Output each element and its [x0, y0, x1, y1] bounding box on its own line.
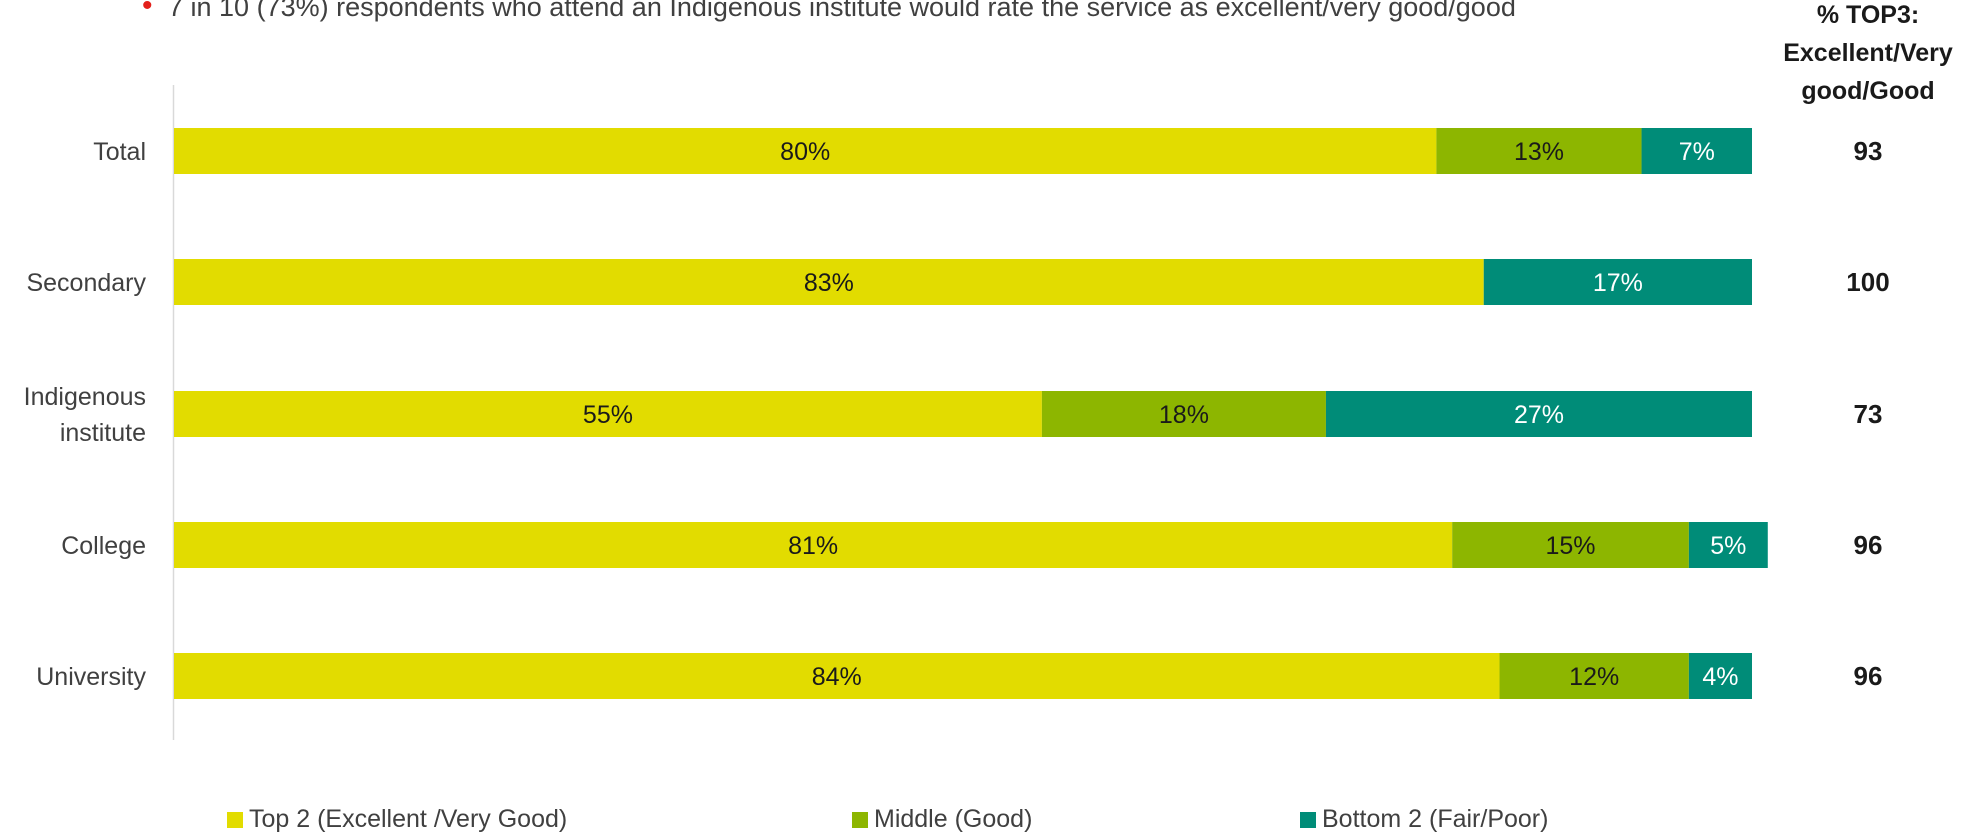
insight-note: • 7 in 10 (73%) respondents who attend a… [142, 0, 1678, 26]
bar-segment [1688, 653, 1752, 699]
legend-label-bottom2: Bottom 2 (Fair/Poor) [1322, 805, 1549, 833]
top3-header-line: good/Good [1801, 77, 1935, 105]
legend-item-middle: Middle (Good) [852, 805, 1032, 834]
category-label: College [61, 532, 146, 560]
bar-segment [1641, 128, 1752, 174]
top3-value: 93 [1854, 136, 1883, 166]
bar-segment [1436, 128, 1642, 174]
data-label: 27% [1514, 401, 1564, 429]
category-label: Indigenous institute [24, 383, 146, 447]
bar-segment [174, 259, 1484, 305]
data-label: 12% [1569, 663, 1619, 691]
data-label: 5% [1710, 532, 1746, 560]
top3-header-line: Excellent/Very [1783, 39, 1953, 67]
bar-segment [1452, 522, 1689, 568]
bar-segment [1325, 391, 1752, 437]
top3-value: 96 [1854, 661, 1883, 691]
bar-segment [1688, 522, 1768, 568]
top3-value: 96 [1854, 530, 1883, 560]
data-label: 17% [1593, 269, 1643, 297]
category-label: Secondary [26, 269, 146, 297]
top3-value: 100 [1846, 267, 1889, 297]
legend-swatch-middle [852, 811, 868, 828]
bar-segment [1041, 391, 1326, 437]
legend-swatch-bottom2 [1300, 811, 1316, 828]
data-label: 18% [1159, 401, 1209, 429]
legend-item-top2: Top 2 (Excellent /Very Good) [227, 805, 567, 834]
legend-label-middle: Middle (Good) [874, 805, 1033, 833]
bar-segment [174, 522, 1453, 568]
legend-swatch-top2 [227, 811, 243, 828]
bar-segment [174, 128, 1437, 174]
legend-item-bottom2: Bottom 2 (Fair/Poor) [1300, 805, 1548, 834]
stacked-bar-chart: Total 80% 13% 7% 93 Secondary 83% 17% 100 Indigen… [24, 85, 1890, 740]
top3-column-header: % TOP3: Excellent/Very good/Good [1725, 0, 1980, 110]
bar-segment [1483, 259, 1752, 305]
data-label: 4% [1702, 663, 1738, 691]
data-label: 80% [780, 138, 830, 166]
data-label: 15% [1546, 532, 1596, 560]
category-label: University [36, 663, 146, 691]
bullet-icon: • [142, 0, 153, 22]
legend-label-top2: Top 2 (Excellent /Very Good) [249, 805, 568, 833]
top3-value: 73 [1854, 399, 1883, 429]
bar-segment [1499, 653, 1689, 699]
data-label: 13% [1514, 138, 1564, 166]
category-label: Total [93, 138, 146, 166]
data-label: 83% [804, 269, 854, 297]
data-label: 81% [788, 532, 838, 560]
bar-segment [174, 391, 1042, 437]
chart-legend: Top 2 (Excellent /Very Good) Middle (Goo… [0, 805, 1980, 835]
data-label: 84% [812, 663, 862, 691]
insight-text: 7 in 10 (73%) respondents who attend an … [168, 0, 1516, 22]
bar-segment [174, 653, 1500, 699]
top3-header-line: % TOP3: [1816, 1, 1920, 29]
data-label: 7% [1679, 138, 1715, 166]
data-label: 55% [583, 401, 633, 429]
